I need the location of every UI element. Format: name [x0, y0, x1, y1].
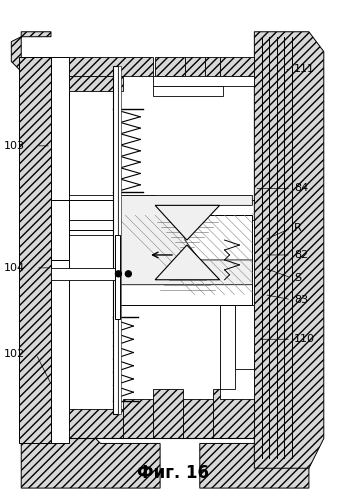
- Bar: [51, 260, 69, 275]
- Bar: [19, 56, 51, 444]
- Bar: [51, 56, 69, 444]
- Bar: [185, 56, 205, 86]
- Bar: [213, 389, 254, 438]
- Polygon shape: [155, 245, 220, 280]
- Text: 102: 102: [3, 349, 25, 359]
- Polygon shape: [11, 32, 51, 433]
- Bar: [153, 389, 183, 438]
- Bar: [220, 56, 254, 76]
- Text: 84: 84: [294, 184, 308, 194]
- Bar: [69, 56, 153, 76]
- Polygon shape: [155, 206, 220, 240]
- Bar: [118, 66, 121, 414]
- Circle shape: [125, 271, 132, 277]
- Bar: [51, 268, 116, 280]
- Bar: [116, 216, 252, 304]
- Bar: [153, 76, 254, 86]
- Bar: [235, 304, 254, 369]
- Bar: [220, 220, 254, 399]
- Text: 103: 103: [3, 141, 24, 151]
- Bar: [69, 408, 124, 438]
- Text: 83: 83: [294, 294, 308, 304]
- Polygon shape: [116, 196, 252, 284]
- Text: S: S: [294, 273, 301, 283]
- Bar: [205, 56, 220, 92]
- Bar: [69, 76, 124, 92]
- Polygon shape: [254, 32, 324, 468]
- Bar: [69, 196, 155, 220]
- Text: 82: 82: [294, 250, 308, 260]
- Bar: [183, 399, 213, 438]
- Bar: [51, 200, 69, 260]
- Polygon shape: [200, 444, 309, 488]
- Text: R: R: [294, 223, 302, 233]
- Text: 111: 111: [294, 64, 315, 74]
- Bar: [69, 220, 116, 235]
- Bar: [155, 56, 185, 76]
- Bar: [116, 235, 120, 320]
- Bar: [113, 66, 118, 414]
- Bar: [124, 399, 153, 438]
- Polygon shape: [21, 434, 160, 488]
- Bar: [153, 86, 223, 96]
- Text: Фиг. 16: Фиг. 16: [137, 464, 210, 482]
- Bar: [220, 304, 235, 389]
- Text: 104: 104: [3, 263, 25, 273]
- Text: 110: 110: [294, 334, 315, 344]
- Circle shape: [116, 271, 121, 277]
